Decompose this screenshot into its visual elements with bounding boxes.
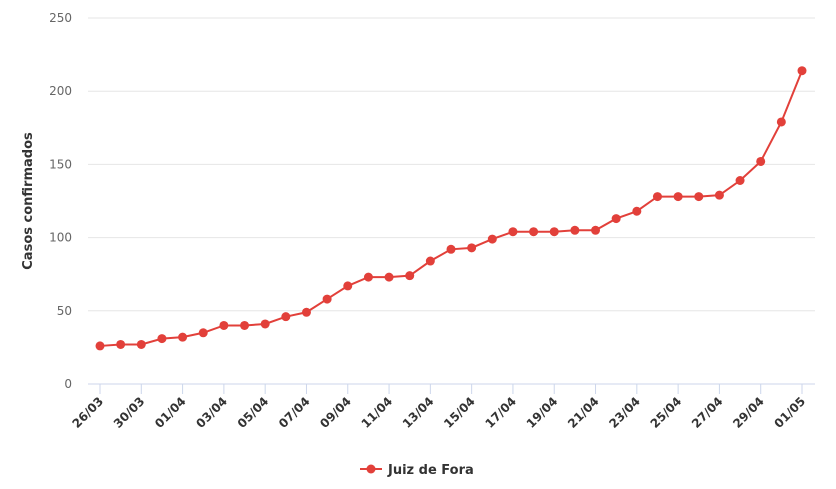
x-tick-label: 27/04 [689,394,726,431]
y-tick-label: 0 [64,377,72,391]
x-tick-label: 09/04 [317,394,354,431]
point [756,156,766,166]
point [384,272,394,282]
point [487,234,497,244]
point [529,227,539,237]
point [632,206,642,216]
point [405,271,415,281]
point [446,244,456,254]
point [549,227,559,237]
x-tick-label: 01/05 [772,394,809,431]
point [714,190,724,200]
point [673,192,683,202]
legend-marker [366,464,376,474]
point [116,339,126,349]
x-tick-label: 01/04 [152,394,189,431]
point [240,320,250,330]
x-tick-label: 03/04 [193,394,230,431]
legend-label: Juiz de Fora [387,463,474,478]
point [363,272,373,282]
x-tick-label: 21/04 [565,394,602,431]
point [694,192,704,202]
x-tick-label: 23/04 [606,394,643,431]
point [343,281,353,291]
point [467,243,477,253]
x-tick-label: 11/04 [359,394,396,431]
x-tick-label: 13/04 [400,394,437,431]
point [281,312,291,322]
point [570,225,580,235]
y-tick-label: 50 [57,304,72,318]
x-tick-label: 25/04 [648,394,685,431]
point [219,320,229,330]
x-tick-label: 26/03 [70,394,107,431]
x-tick-label: 05/04 [235,394,272,431]
y-tick-label: 100 [49,231,72,245]
point [301,307,311,317]
x-tick-label: 29/04 [730,394,767,431]
point [136,339,146,349]
y-tick-label: 150 [49,157,72,171]
point [508,227,518,237]
point [591,225,601,235]
point [198,328,208,338]
point [322,294,332,304]
y-tick-label: 200 [49,84,72,98]
point [652,192,662,202]
point [178,332,188,342]
x-tick-label: 17/04 [482,394,519,431]
x-tick-label: 15/04 [441,394,478,431]
point [425,256,435,266]
point [95,341,105,351]
y-axis-title: Casos confirmados [21,132,36,270]
line [99,70,803,347]
y-tick-label: 250 [49,11,72,25]
x-tick-label: 19/04 [524,394,561,431]
point [776,117,786,127]
point [611,214,621,224]
point [260,319,270,329]
x-tick-label: 07/04 [276,394,313,431]
point [735,176,745,186]
point [157,334,167,344]
point [797,66,807,76]
x-tick-label: 30/03 [111,394,148,431]
